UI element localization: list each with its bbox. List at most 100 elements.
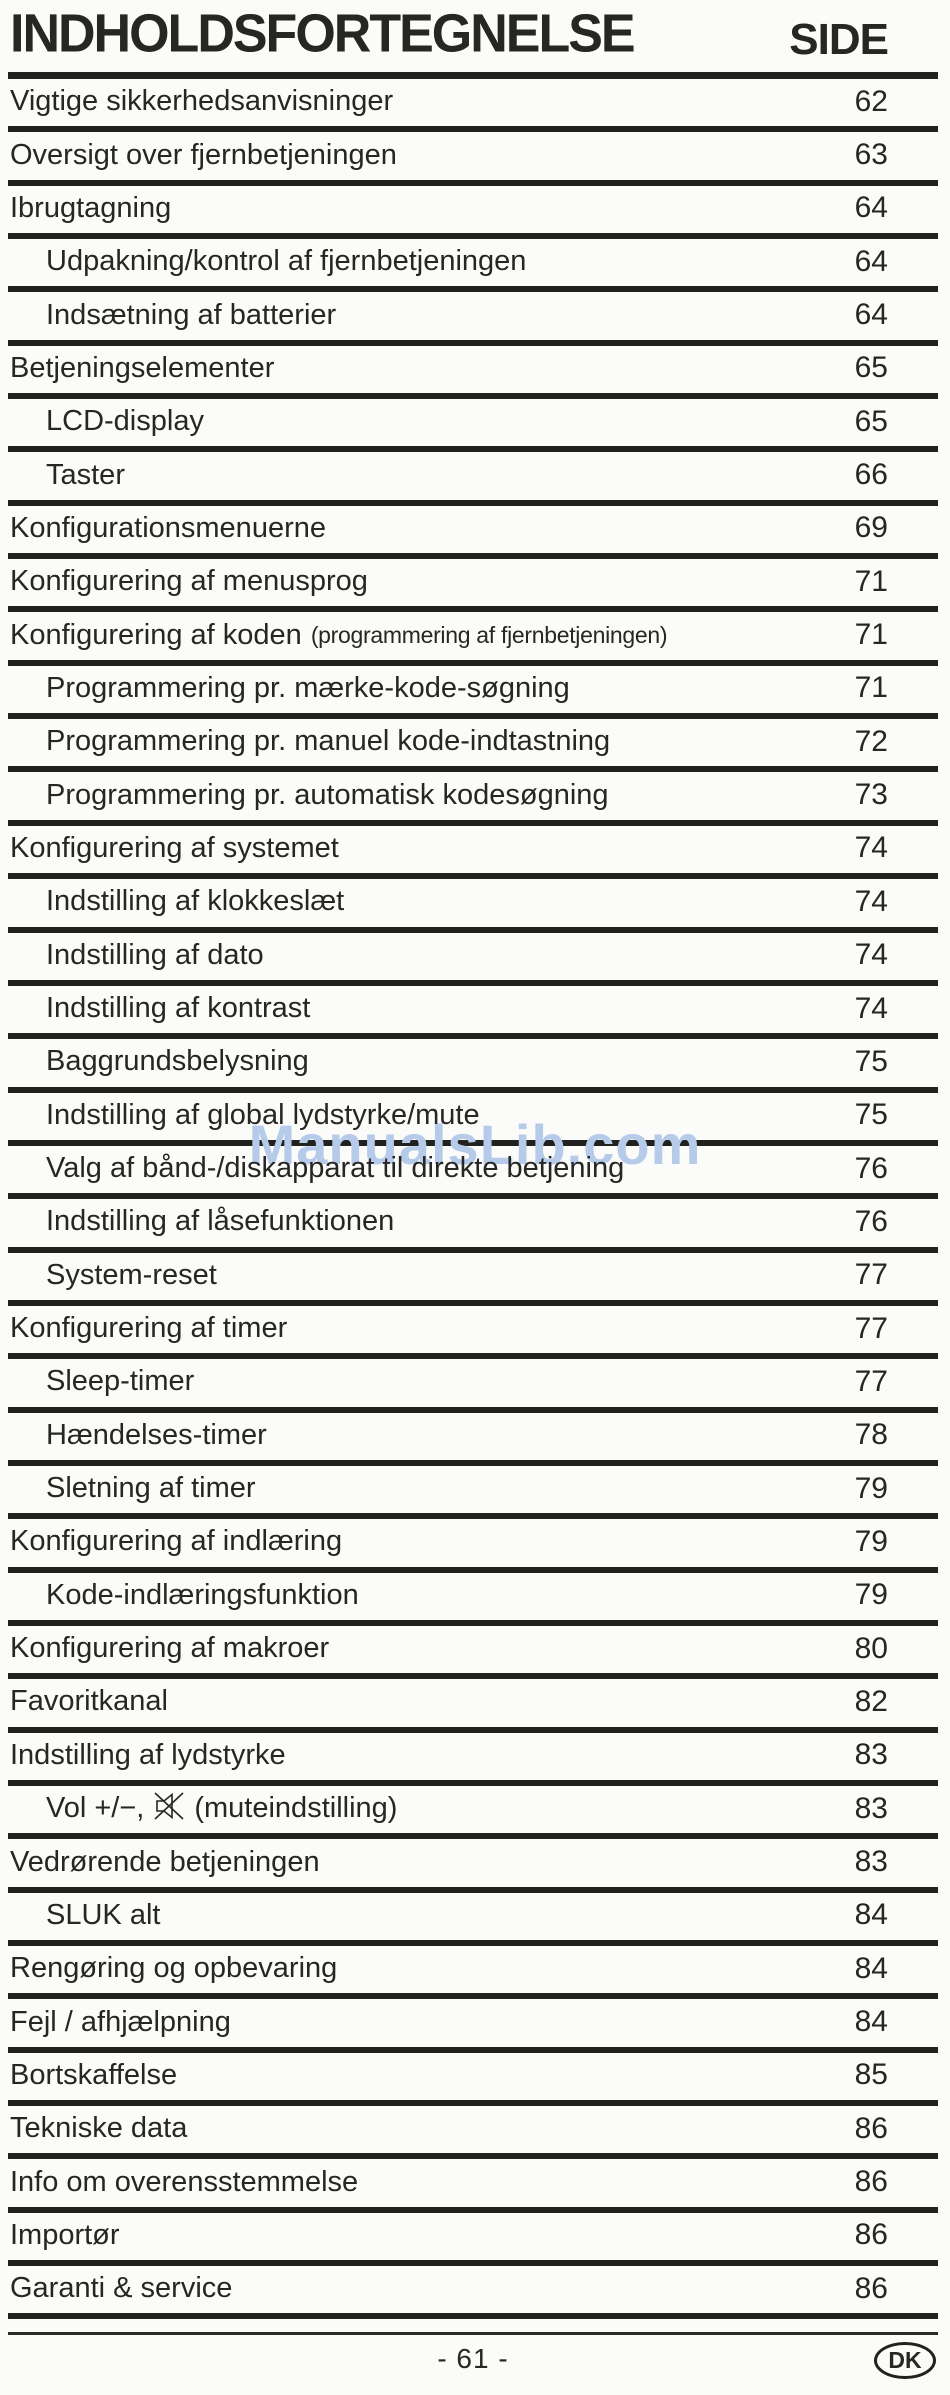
toc-entry-page: 86 — [854, 2218, 888, 2252]
toc-row: Baggrundsbelysning 75 — [8, 1039, 938, 1093]
toc-entry-page: 79 — [854, 1471, 888, 1505]
toc-entry-page: 75 — [854, 1098, 888, 1132]
toc-row: Rengøring og opbevaring 84 — [8, 1946, 938, 2000]
toc-entry-page: 73 — [854, 778, 888, 812]
toc-row: Konfigurering af makroer 80 — [8, 1626, 938, 1680]
footer-page-number: - 61 - — [437, 2343, 509, 2375]
toc-row: Indsætning af batterier 64 — [8, 292, 938, 346]
toc-entry-label: Indstilling af dato — [46, 938, 264, 971]
toc-entry-label: Udpakning/kontrol af fjernbetjeningen — [46, 245, 527, 278]
toc-row: Importør 86 — [8, 2213, 938, 2267]
toc-entry: Vigtige sikkerhedsanvisninger — [10, 85, 393, 118]
toc-entry-label: Sletning af timer — [46, 1472, 256, 1505]
toc-entry-label: Info om overensstemmelse — [10, 2165, 359, 2198]
toc-row: Valg af bånd-/diskapparat til direkte be… — [8, 1146, 938, 1200]
toc-entry: Tekniske data — [10, 2112, 187, 2145]
toc-entry: System-reset — [46, 1259, 217, 1292]
country-badge: DK — [874, 2342, 936, 2380]
toc-entry: LCD-display — [46, 405, 204, 438]
toc-entry-page: 64 — [854, 191, 888, 225]
toc-entry-label: Sleep-timer — [46, 1365, 195, 1398]
toc-entry-page: 62 — [854, 84, 888, 118]
watermark: ManualsLib.com — [248, 1113, 702, 1176]
toc-row: Indstilling af klokkeslæt 74 — [8, 879, 938, 933]
toc-row: Indstilling af global lydstyrke/mute 75 — [8, 1093, 938, 1146]
toc-row: Betjeningselementer 65 — [8, 346, 938, 400]
toc-entry-page: 69 — [854, 511, 888, 545]
toc-entry: Importør — [10, 2219, 120, 2252]
toc-entry: Sletning af timer — [46, 1472, 256, 1505]
toc-entry-label: Favoritkanal — [10, 1685, 168, 1718]
toc-entry-page: 85 — [854, 2058, 888, 2092]
toc-row: SLUK alt 84 — [8, 1893, 938, 1947]
toc-entry: Indstilling af låsefunktionen — [46, 1205, 394, 1238]
toc-entry: Indstilling af klokkeslæt — [46, 885, 344, 918]
toc-entry: Vol +/−, (muteindstilling) — [46, 1789, 397, 1829]
toc-entry-page: 84 — [854, 2005, 888, 2039]
toc-entry: Konfigurering af menusprog — [10, 565, 368, 598]
toc-entry: Indstilling af global lydstyrke/mute — [46, 1099, 480, 1132]
page-column-header: SIDE — [789, 15, 889, 64]
toc-entry-page: 75 — [854, 1044, 888, 1078]
toc-entry: Udpakning/kontrol af fjernbetjeningen — [46, 245, 526, 278]
toc-entry-label: Ibrugtagning — [10, 191, 172, 224]
toc-entry: Konfigurering af indlæring — [10, 1525, 342, 1558]
toc-entry-page: 74 — [854, 938, 888, 972]
toc-entry: Indstilling af lydstyrke — [10, 1739, 286, 1772]
toc-row: Programmering pr. manuel kode-indtastnin… — [8, 719, 938, 773]
toc-entry: Indstilling af kontrast — [46, 992, 310, 1025]
toc-header: INDHOLDSFORTEGNELSE SIDE — [8, 0, 938, 65]
toc-entry-label: Oversigt over fjernbetjeningen — [10, 138, 397, 171]
toc-entry-page: 63 — [854, 138, 888, 172]
toc-entry-page: 77 — [854, 1364, 888, 1398]
toc-entry: Garanti & service — [10, 2272, 232, 2305]
toc-row: Garanti & service 86 — [8, 2266, 938, 2320]
toc-entry-page: 66 — [854, 458, 888, 492]
toc-entry-page: 65 — [854, 351, 888, 385]
toc-entry-page: 80 — [854, 1631, 888, 1665]
toc-row: Sletning af timer 79 — [8, 1466, 938, 1520]
toc-entry-label: Garanti & service — [10, 2272, 233, 2305]
toc-entry-page: 64 — [854, 298, 888, 332]
toc-entry: Betjeningselementer — [10, 352, 274, 385]
toc-entry-label: Bortskaffelse — [10, 2058, 178, 2091]
toc-entry-label: Programmering pr. mærke-kode-søgning — [46, 671, 570, 704]
toc-entry: Ibrugtagning — [10, 192, 171, 225]
toc-row: Konfigurationsmenuerne 69 — [8, 506, 938, 560]
toc-entry: Konfigurering af timer — [10, 1312, 287, 1345]
toc-entry-label: Programmering pr. manuel kode-indtastnin… — [46, 725, 611, 758]
toc-entry-label: System-reset — [46, 1258, 217, 1291]
toc-row: Konfigurering af systemet 74 — [8, 826, 938, 880]
toc-entry-label: Vedrørende betjeningen — [10, 1845, 320, 1878]
toc-row: Konfigurering af timer 77 — [8, 1306, 938, 1360]
toc-entry-page: 77 — [854, 1311, 888, 1345]
toc-entry: Bortskaffelse — [10, 2059, 177, 2092]
toc-entry-label: Fejl / afhjælpning — [10, 2005, 231, 2038]
toc-entry: SLUK alt — [46, 1899, 160, 1932]
toc-row: Oversigt over fjernbetjeningen 63 — [8, 132, 938, 186]
toc-row: Fejl / afhjælpning 84 — [8, 1999, 938, 2053]
toc-entry-label: Konfigurering af menusprog — [10, 565, 368, 598]
toc-entry: Programmering pr. manuel kode-indtastnin… — [46, 725, 610, 758]
toc-entry-page: 86 — [854, 2271, 888, 2305]
toc-entry-label: Rengøring og opbevaring — [10, 1952, 338, 1985]
toc-entry: Oversigt over fjernbetjeningen — [10, 139, 397, 172]
toc-entry-label: Importør — [10, 2218, 120, 2251]
toc-row: Ibrugtagning 64 — [8, 186, 938, 240]
toc-entry-page: 79 — [854, 1524, 888, 1558]
toc-entry-label: Indstilling af låsefunktionen — [46, 1205, 395, 1238]
toc-entry: Rengøring og opbevaring — [10, 1952, 337, 1985]
toc-entry-page: 76 — [854, 1151, 888, 1185]
toc-entry: Baggrundsbelysning — [46, 1045, 309, 1078]
toc-entry-label: Indstilling af klokkeslæt — [46, 885, 345, 918]
toc-row: System-reset 77 — [8, 1253, 938, 1306]
toc-entry-label: Indstilling af global lydstyrke/mute — [46, 1098, 480, 1131]
toc-entry-label: Indstilling af lydstyrke — [10, 1738, 286, 1771]
toc-row: Tekniske data 86 — [8, 2106, 938, 2160]
toc-row: Vedrørende betjeningen 83 — [8, 1839, 938, 1893]
toc-entry-page: 76 — [854, 1204, 888, 1238]
toc-entry-page: 65 — [854, 404, 888, 438]
toc-entry-label: Konfigurationsmenuerne — [10, 511, 326, 544]
toc-row: Programmering pr. automatisk kodesøgning… — [8, 772, 938, 826]
toc-row: Indstilling af lydstyrke 83 — [8, 1733, 938, 1786]
